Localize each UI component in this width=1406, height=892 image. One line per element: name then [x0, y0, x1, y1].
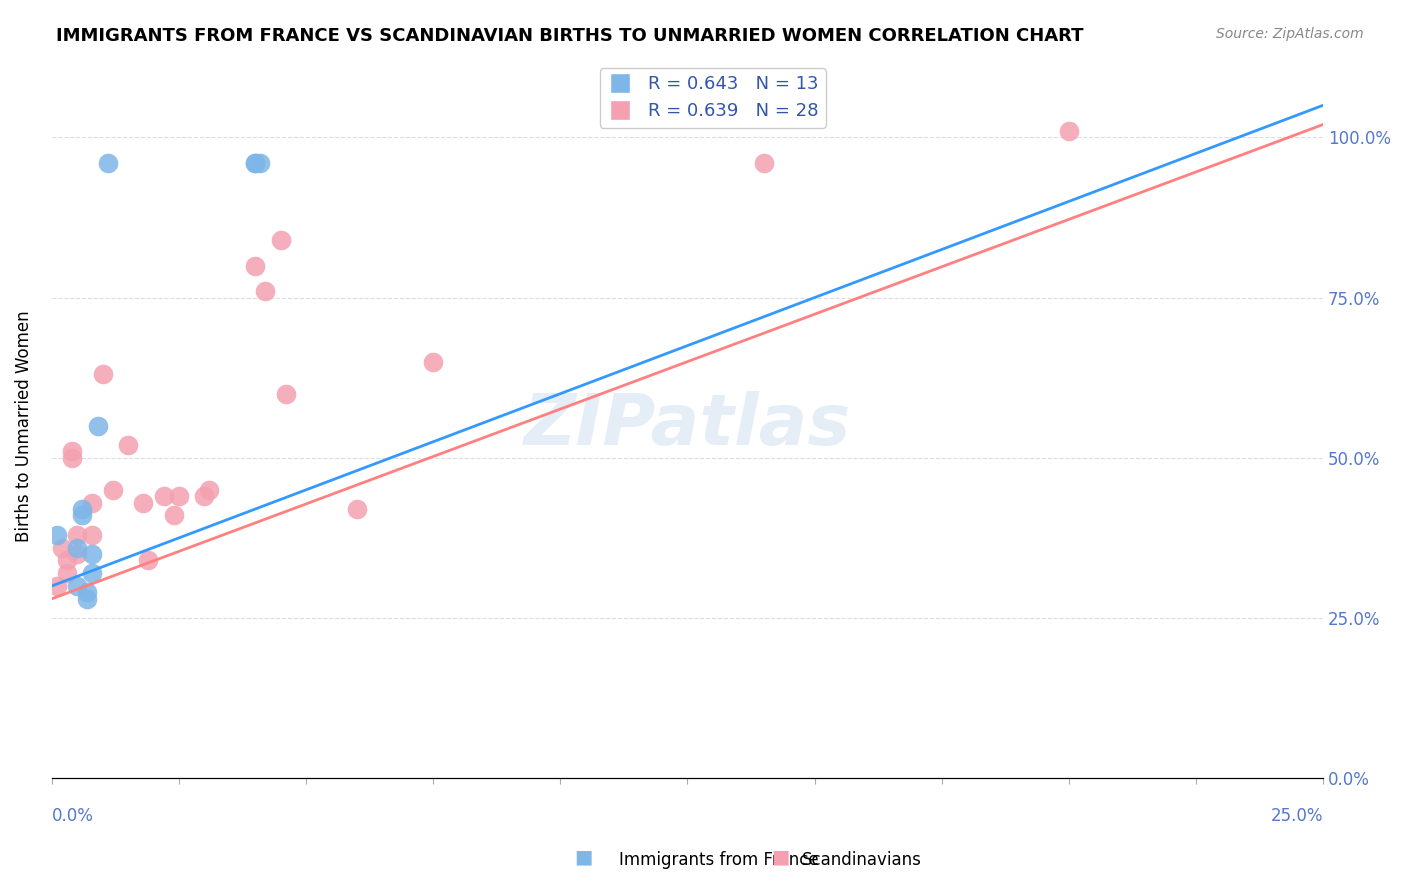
- Point: [60, 450, 83, 465]
- Point: [1057, 124, 1080, 138]
- Point: [254, 284, 277, 298]
- Point: [346, 502, 368, 516]
- Point: [243, 156, 266, 170]
- Text: Immigrants from France: Immigrants from France: [619, 851, 818, 869]
- Point: [66, 579, 89, 593]
- Point: [243, 259, 266, 273]
- Point: [60, 444, 83, 458]
- Text: ■: ■: [770, 847, 790, 866]
- Point: [66, 527, 89, 541]
- Point: [167, 489, 190, 503]
- Y-axis label: Births to Unmarried Women: Births to Unmarried Women: [15, 310, 32, 541]
- Text: Scandinavians: Scandinavians: [801, 851, 921, 869]
- Point: [82, 527, 104, 541]
- Point: [72, 502, 94, 516]
- Point: [91, 368, 114, 382]
- Point: [97, 156, 120, 170]
- Point: [249, 156, 271, 170]
- Point: [163, 508, 186, 523]
- Point: [82, 566, 104, 581]
- Point: [82, 547, 104, 561]
- Point: [274, 386, 297, 401]
- Point: [243, 156, 266, 170]
- Point: [422, 354, 444, 368]
- Text: Source: ZipAtlas.com: Source: ZipAtlas.com: [1216, 27, 1364, 41]
- Point: [132, 496, 155, 510]
- Point: [45, 579, 67, 593]
- Point: [198, 483, 221, 497]
- Point: [56, 566, 79, 581]
- Text: 25.0%: 25.0%: [1271, 806, 1323, 824]
- Point: [76, 585, 98, 599]
- Point: [56, 553, 79, 567]
- Point: [752, 156, 775, 170]
- Legend: R = 0.643   N = 13, R = 0.639   N = 28: R = 0.643 N = 13, R = 0.639 N = 28: [599, 68, 827, 128]
- Point: [86, 418, 108, 433]
- Point: [101, 483, 124, 497]
- Text: IMMIGRANTS FROM FRANCE VS SCANDINAVIAN BIRTHS TO UNMARRIED WOMEN CORRELATION CHA: IMMIGRANTS FROM FRANCE VS SCANDINAVIAN B…: [56, 27, 1084, 45]
- Text: 0.0%: 0.0%: [52, 806, 94, 824]
- Point: [270, 233, 292, 247]
- Point: [45, 527, 67, 541]
- Point: [138, 553, 160, 567]
- Point: [117, 438, 139, 452]
- Text: ■: ■: [574, 847, 593, 866]
- Point: [51, 541, 73, 555]
- Point: [82, 496, 104, 510]
- Point: [152, 489, 174, 503]
- Point: [193, 489, 215, 503]
- Point: [76, 591, 98, 606]
- Point: [66, 541, 89, 555]
- Point: [72, 508, 94, 523]
- Point: [66, 547, 89, 561]
- Text: ZIPatlas: ZIPatlas: [524, 392, 851, 460]
